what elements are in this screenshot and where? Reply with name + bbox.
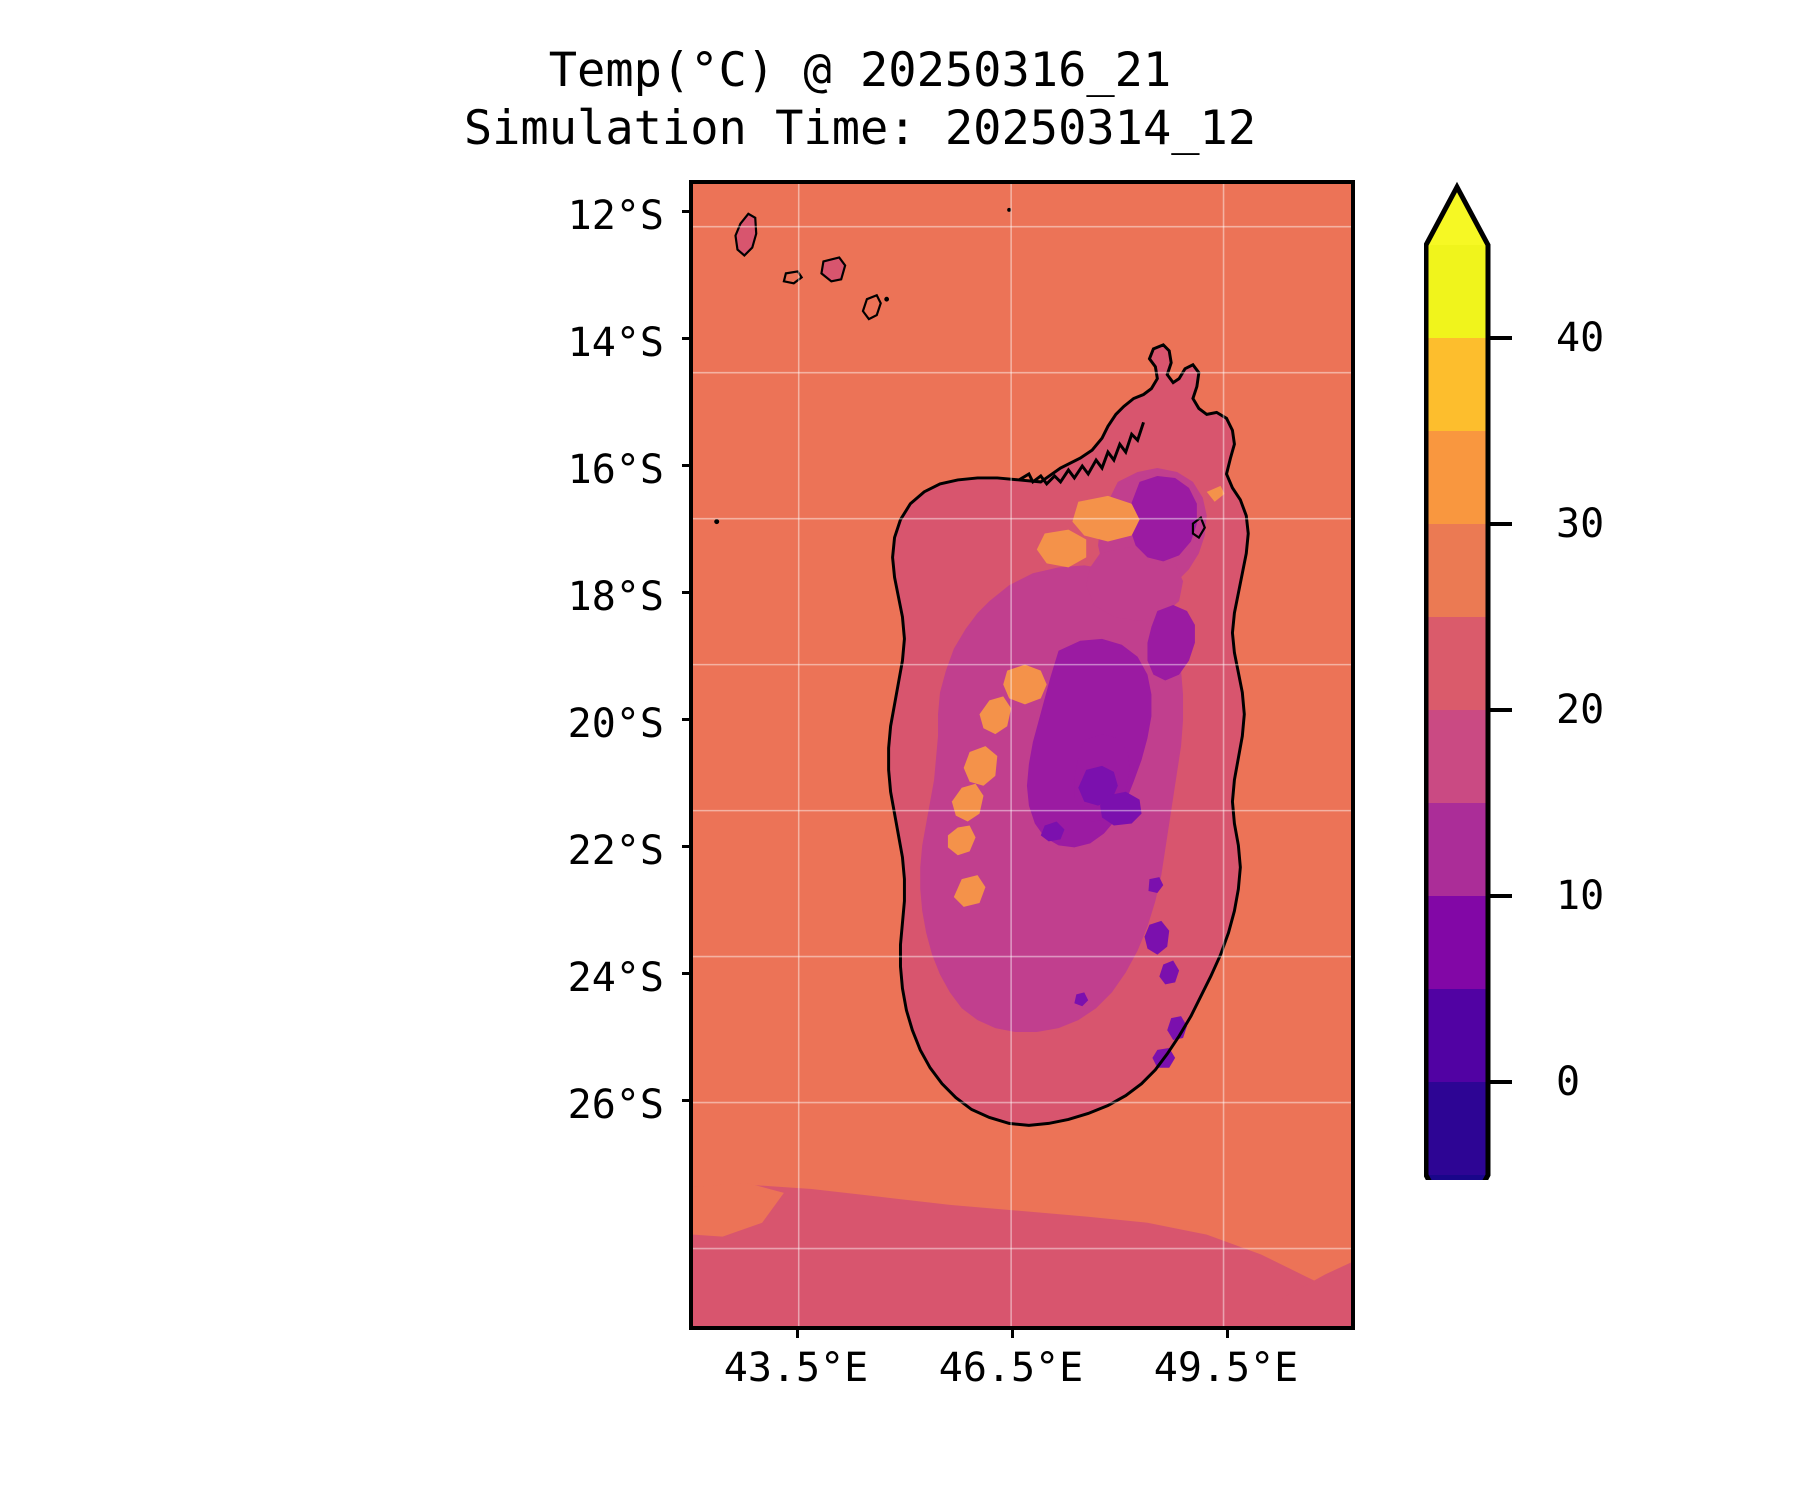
xtick-mark-435e [796,1330,799,1338]
cb-band-0 [1426,1082,1488,1175]
contour-spot-16c-c [1040,821,1065,842]
island-anjouan [820,256,847,283]
ytick-label-18s: 18°S [567,574,664,620]
islet-dot-north [1007,207,1012,212]
ytick-label-12s: 12°S [567,193,664,239]
contour-patch-30c-west [1003,664,1047,705]
ytick-mark-26s [682,1099,690,1102]
cbtick-mark-40 [1490,336,1512,340]
ytick-mark-24s [682,972,690,975]
contour-patch-30c-west6 [953,875,986,907]
cb-band-4 [1426,710,1488,803]
colorbar-bands [1426,245,1488,1175]
chart-title: Temp(°C) @ 20250316_21 Simulation Time: … [300,42,1420,158]
ytick-label-22s: 22°S [567,828,664,874]
cbtick-mark-10 [1490,894,1512,898]
colorbar-outline [1424,181,1491,1180]
contour-patch-30c-west2 [979,696,1012,735]
contour-spot-16c-e [1159,960,1180,985]
contour-patch-30c-north [1072,495,1140,542]
colorbar-extend-min-arrow [1426,1175,1488,1180]
ytick-label-24s: 24°S [567,955,664,1001]
cbtick-label-0: 0 [1556,1059,1581,1105]
temperature-contour-map [693,184,1351,1326]
cbtick-mark-0 [1490,1080,1512,1084]
cb-band-5 [1426,617,1488,710]
ytick-label-16s: 16°S [567,447,664,493]
contour-spot-16c-b [1100,791,1142,826]
contour-band-22c-bridge [1086,547,1184,621]
cbtick-label-20: 20 [1556,687,1605,733]
colorbar-extend-max-arrow [1426,187,1488,245]
contour-band-se-ocean [1246,1262,1351,1326]
cb-band-7 [1426,431,1488,524]
colorbar[interactable]: 40 30 20 10 0 [1424,155,1724,1180]
contour-band-24c-south [693,1184,1351,1326]
contour-band-18c-east-strip [1147,605,1195,681]
coastline-nw-detail [1018,421,1145,487]
contour-patch-sw-warm [693,1183,784,1237]
contour-patch-30c-west3 [963,746,998,786]
ytick-label-20s: 20°S [567,701,664,747]
cb-band-9 [1426,245,1488,338]
contour-spot-16c-f [1167,1016,1187,1041]
cbtick-label-40: 40 [1556,315,1605,361]
xtick-mark-495e [1226,1330,1229,1338]
island-mayotte [861,293,882,321]
xtick-label-435e: 43.5°E [723,1345,869,1391]
ytick-mark-14s [682,337,690,340]
cb-band-8 [1426,338,1488,431]
cbtick-label-10: 10 [1556,873,1605,919]
cb-band-3 [1426,803,1488,896]
islet-dot-nw [884,296,890,302]
ytick-mark-20s [682,718,690,721]
cb-band-1 [1426,989,1488,1082]
patch-ne-warm [1206,485,1225,502]
cb-band-6 [1426,524,1488,617]
colorbar-gradient [1424,181,1491,1180]
title-line-2: Simulation Time: 20250314_12 [463,101,1257,156]
contour-spot-16c-h [1148,877,1164,894]
island-grande-comore [734,212,758,257]
contour-patch-30c-west4 [951,783,984,822]
title-line-1: Temp(°C) @ 20250316_21 [548,43,1172,98]
island-nosy-boraha [1191,515,1206,540]
map-gridlines [693,184,1351,1326]
contour-patch-30c-west5 [947,825,976,856]
contour-spot-16c-d [1144,920,1170,955]
ytick-label-26s: 26°S [567,1082,664,1128]
contour-spot-16c-i [1074,992,1089,1007]
cbtick-label-30: 30 [1556,501,1605,547]
ytick-mark-12s [682,210,690,213]
contour-band-18c-highland-north [1129,475,1197,562]
madagascar-coastline [887,343,1250,1127]
xtick-label-495e: 49.5°E [1153,1345,1299,1391]
ytick-mark-18s [682,591,690,594]
ytick-mark-16s [682,464,690,467]
xtick-label-465e: 46.5°E [938,1345,1084,1391]
islet-dot-west [714,519,720,525]
contour-patch-30c-north2 [1036,529,1087,568]
xtick-mark-465e [1011,1330,1014,1338]
cb-band-2 [1426,896,1488,989]
ytick-label-14s: 14°S [567,320,664,366]
ytick-mark-22s [682,845,690,848]
cbtick-mark-30 [1490,522,1512,526]
map-plot-area [689,180,1355,1330]
cbtick-mark-20 [1490,708,1512,712]
island-moheli [782,270,804,285]
